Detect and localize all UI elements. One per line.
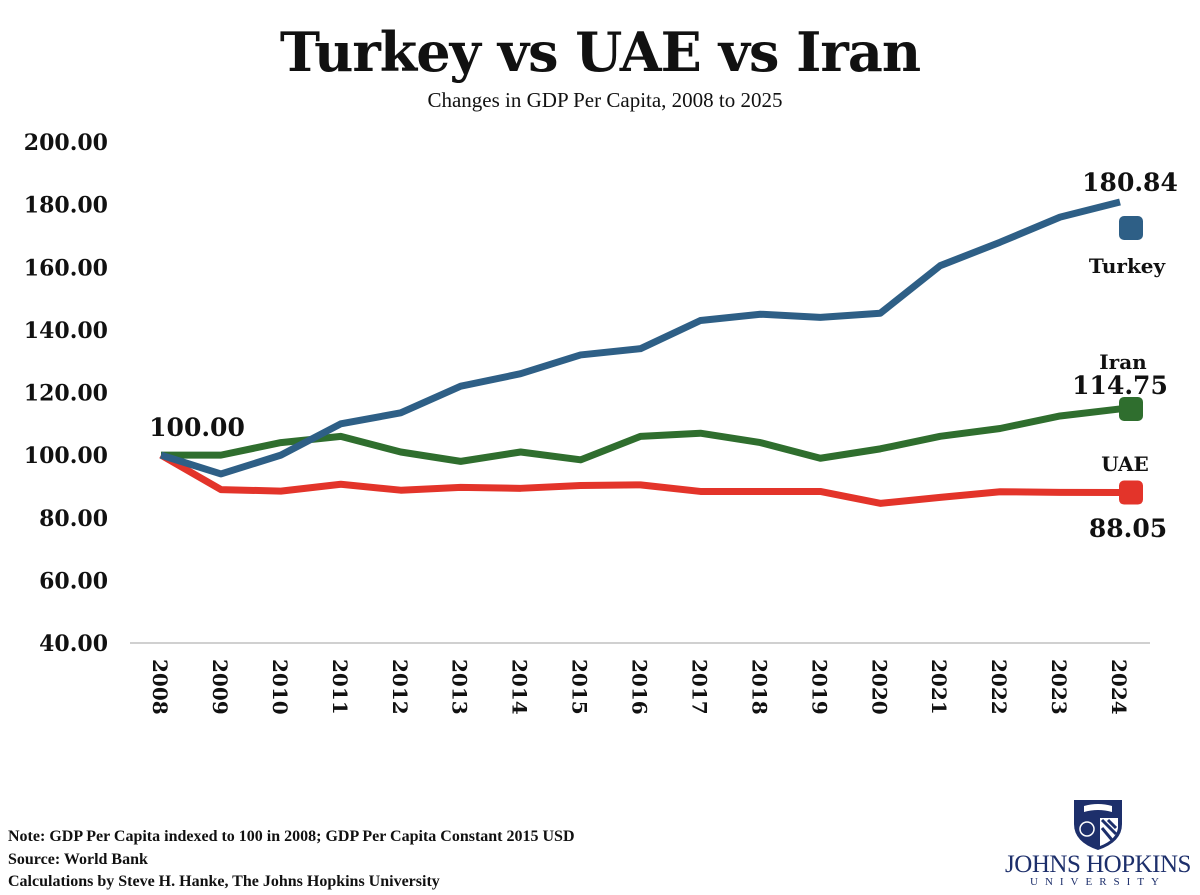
start-value-label: 100.00 — [149, 413, 245, 442]
end-value-label-iran: 114.75 — [1072, 371, 1168, 400]
x-tick-label: 2024 — [1107, 659, 1131, 715]
y-tick-label: 120.00 — [24, 381, 108, 407]
logo-subtext: UNIVERSITY — [1030, 876, 1166, 888]
x-tick-label: 2022 — [987, 659, 1011, 715]
chart-subtitle: Changes in GDP Per Capita, 2008 to 2025 — [427, 88, 783, 112]
x-tick-label: 2017 — [687, 659, 711, 715]
end-value-label-turkey: 180.84 — [1082, 168, 1178, 197]
y-tick-label: 160.00 — [24, 255, 108, 281]
x-tick-label: 2018 — [747, 659, 771, 715]
series-line-uae — [159, 452, 1121, 507]
x-tick-label: 2023 — [1047, 659, 1071, 715]
end-value-label-uae: 88.05 — [1089, 514, 1167, 543]
legend-marker-turkey — [1119, 216, 1143, 240]
series-label-turkey: Turkey — [1089, 254, 1167, 278]
x-tick-label: 2016 — [628, 659, 652, 715]
x-tick-label: 2021 — [927, 659, 951, 715]
x-tick-label: 2013 — [448, 659, 472, 715]
y-tick-label: 140.00 — [24, 318, 108, 344]
footer-credit: Calculations by Steve H. Hanke, The John… — [8, 873, 440, 890]
x-tick-label: 2019 — [807, 659, 831, 715]
jhu-shield-icon — [1074, 800, 1122, 850]
y-tick-label: 100.00 — [24, 443, 108, 469]
x-tick-label: 2012 — [388, 659, 412, 715]
x-tick-label: 2020 — [867, 659, 891, 715]
y-tick-label: 60.00 — [39, 568, 108, 594]
x-tick-label: 2009 — [208, 659, 232, 715]
y-tick-label: 40.00 — [39, 631, 108, 657]
series-line-turkey — [159, 198, 1121, 478]
series-line-iran — [161, 405, 1121, 465]
logo-text: JOHNS HOPKINS — [1005, 851, 1191, 878]
footer-source: Source: World Bank — [8, 851, 148, 868]
y-tick-label: 180.00 — [24, 193, 108, 219]
chart-title: Turkey vs UAE vs Iran — [279, 20, 921, 84]
x-tick-label: 2015 — [568, 659, 592, 715]
series-label-uae: UAE — [1101, 452, 1149, 476]
legend-marker-uae — [1119, 480, 1143, 505]
y-tick-label: 80.00 — [39, 506, 108, 532]
footer-note: Note: GDP Per Capita indexed to 100 in 2… — [8, 828, 575, 845]
x-tick-label: 2011 — [328, 659, 352, 715]
series-label-iran: Iran — [1099, 350, 1147, 374]
y-tick-label: 200.00 — [24, 130, 108, 156]
x-tick-label: 2008 — [148, 659, 172, 715]
jhu-logo: JOHNS HOPKINS UNIVERSITY — [998, 796, 1198, 892]
legend-marker-iran — [1119, 396, 1143, 421]
x-tick-label: 2010 — [268, 659, 292, 715]
x-tick-label: 2014 — [508, 659, 532, 715]
